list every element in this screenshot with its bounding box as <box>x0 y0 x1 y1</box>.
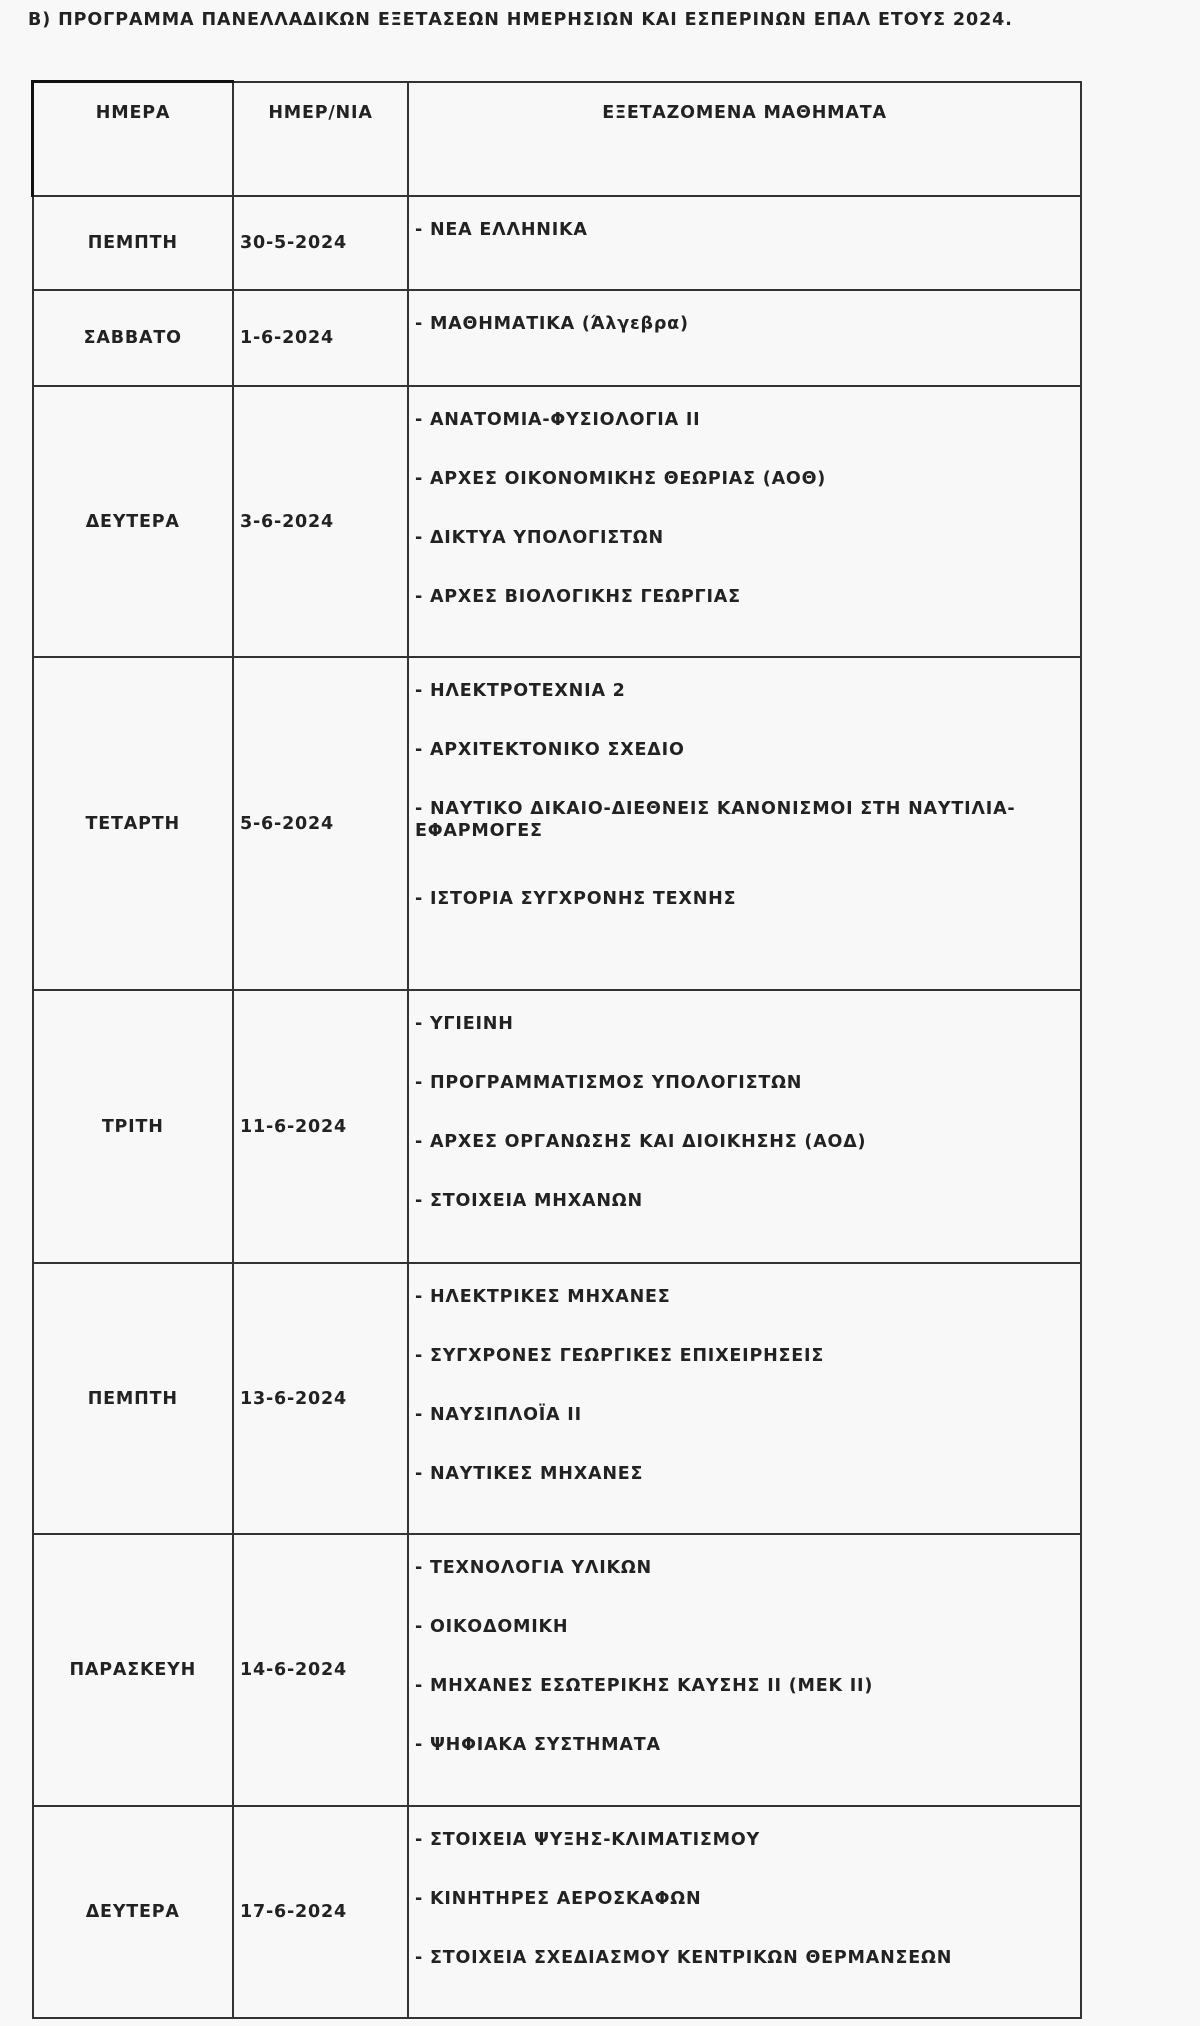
subjects-cell: - ΗΛΕΚΤΡΙΚΕΣ ΜΗΧΑΝΕΣ - ΣΥΓΧΡΟΝΕΣ ΓΕΩΡΓΙΚΕ… <box>407 1262 1082 1535</box>
subject-item: - ΑΡΧΙΤΕΚΤΟΝΙΚΟ ΣΧΕΔΙΟ <box>415 740 685 760</box>
table-row: ΠΕΜΠΤΗ 30-5-2024 - ΝΕΑ ΕΛΛΗΝΙΚΑ <box>31 195 1082 291</box>
table-row: ΔΕΥΤΕΡΑ 17-6-2024- ΣΤΟΙΧΕΙΑ ΨΥΞΗΣ-ΚΛΙΜΑΤΙ… <box>31 1805 1082 2019</box>
subject-item: - ΗΛΕΚΤΡΙΚΕΣ ΜΗΧΑΝΕΣ <box>415 1287 671 1307</box>
subject-item: - ΣΤΟΙΧΕΙΑ ΨΥΞΗΣ-ΚΛΙΜΑΤΙΣΜΟΥ <box>415 1830 761 1850</box>
subject-item: - ΝΑΥΤΙΚΟ ΔΙΚΑΙΟ-ΔΙΕΘΝΕΙΣ ΚΑΝΟΝΙΣΜΟΙ ΣΤΗ… <box>415 799 1016 841</box>
date-cell: 14-6-2024 <box>232 1533 409 1807</box>
subject-item: - ΨΗΦΙΑΚΑ ΣΥΣΤΗΜΑΤΑ <box>415 1735 661 1755</box>
subject-item: - ΣΤΟΙΧΕΙΑ ΜΗΧΑΝΩΝ <box>415 1191 643 1211</box>
day-cell: ΤΡΙΤΗ <box>31 989 234 1264</box>
table-row: ΣΑΒΒΑΤΟ 1-6-2024 - ΜΑΘΗΜΑΤΙΚΑ (Άλγεβρα) <box>31 289 1082 387</box>
header-date: ΗΜΕΡ/ΝΙΑ <box>232 80 409 197</box>
table-row: ΤΕΤΑΡΤΗ 5-6-2024 - ΗΛΕΚΤΡΟΤΕΧΝΙΑ 2 - ΑΡΧΙΤΕ… <box>31 656 1082 991</box>
document-title: Β) ΠΡΟΓΡΑΜΜΑ ΠΑΝΕΛΛΑΔΙΚΩΝ ΕΞΕΤΑΣΕΩΝ ΗΜΕΡ… <box>28 10 1013 30</box>
subject-item: - ΗΛΕΚΤΡΟΤΕΧΝΙΑ 2 <box>415 681 626 701</box>
subject-item: - ΜΗΧΑΝΕΣ ΕΣΩΤΕΡΙΚΗΣ ΚΑΥΣΗΣ ΙΙ (ΜΕΚ ΙΙ) <box>415 1676 874 1696</box>
exam-schedule-table: ΗΜΕΡΑ ΗΜΕΡ/ΝΙΑ ΕΞΕΤΑΖΟΜΕΝΑ ΜΑΘΗΜΑΤΑ ΠΕΜΠ… <box>31 80 1082 2019</box>
subjects-cell: - ΤΕΧΝΟΛΟΓΙΑ ΥΛΙΚΩΝ - ΟΙΚΟΔΟΜΙΚΗ - ΜΗΧΑΝΕΣ… <box>407 1533 1082 1807</box>
subject-item: - ΝΕΑ ΕΛΛΗΝΙΚΑ <box>415 220 588 240</box>
table-header-row: ΗΜΕΡΑ ΗΜΕΡ/ΝΙΑ ΕΞΕΤΑΖΟΜΕΝΑ ΜΑΘΗΜΑΤΑ <box>31 80 1082 197</box>
date-cell: 13-6-2024 <box>232 1262 409 1535</box>
subject-item: - ΙΣΤΟΡΙΑ ΣΥΓΧΡΟΝΗΣ ΤΕΧΝΗΣ <box>415 889 737 909</box>
subject-item: - ΝΑΥΤΙΚΕΣ ΜΗΧΑΝΕΣ <box>415 1464 644 1484</box>
day-cell: ΔΕΥΤΕΡΑ <box>31 1805 234 2019</box>
date-cell: 5-6-2024 <box>232 656 409 991</box>
date-cell: 3-6-2024 <box>232 385 409 658</box>
subject-item: - ΟΙΚΟΔΟΜΙΚΗ <box>415 1617 569 1637</box>
subjects-cell: - ΗΛΕΚΤΡΟΤΕΧΝΙΑ 2 - ΑΡΧΙΤΕΚΤΟΝΙΚΟ ΣΧΕΔΙΟ -… <box>407 656 1082 991</box>
subject-item: - ΣΤΟΙΧΕΙΑ ΣΧΕΔΙΑΣΜΟΥ ΚΕΝΤΡΙΚΩΝ ΘΕΡΜΑΝΣΕ… <box>415 1948 953 1968</box>
table-row: ΠΑΡΑΣΚΕΥΗ 14-6-2024 - ΤΕΧΝΟΛΟΓΙΑ ΥΛΙΚΩΝ - Ο… <box>31 1533 1082 1807</box>
subject-item: - ΑΡΧΕΣ ΒΙΟΛΟΓΙΚΗΣ ΓΕΩΡΓΙΑΣ <box>415 587 741 607</box>
subjects-cell: - ΝΕΑ ΕΛΛΗΝΙΚΑ <box>407 195 1082 291</box>
subjects-cell: - ΜΑΘΗΜΑΤΙΚΑ (Άλγεβρα) <box>407 289 1082 387</box>
table-row: ΠΕΜΠΤΗ 13-6-2024 - ΗΛΕΚΤΡΙΚΕΣ ΜΗΧΑΝΕΣ - ΣΥΓ… <box>31 1262 1082 1535</box>
day-cell: ΠΕΜΠΤΗ <box>31 195 234 291</box>
subjects-cell: - ΑΝΑΤΟΜΙΑ-ΦΥΣΙΟΛΟΓΙΑ ΙΙ - ΑΡΧΕΣ ΟΙΚΟΝΟΜΙ… <box>407 385 1082 658</box>
subjects-cell: - ΣΤΟΙΧΕΙΑ ΨΥΞΗΣ-ΚΛΙΜΑΤΙΣΜΟΥ - ΚΙΝΗΤΗΡΕΣ … <box>407 1805 1082 2019</box>
day-cell: ΤΕΤΑΡΤΗ <box>31 656 234 991</box>
day-cell: ΠΕΜΠΤΗ <box>31 1262 234 1535</box>
table-row: ΤΡΙΤΗ 11-6-2024 - ΥΓΙΕΙΝΗ - ΠΡΟΓΡΑΜΜΑΤΙΣΜΟΣ… <box>31 989 1082 1264</box>
subject-item: - ΥΓΙΕΙΝΗ <box>415 1014 514 1034</box>
day-cell: ΠΑΡΑΣΚΕΥΗ <box>31 1533 234 1807</box>
subject-item: - ΑΡΧΕΣ ΟΙΚΟΝΟΜΙΚΗΣ ΘΕΩΡΙΑΣ (ΑΟΘ) <box>415 469 827 489</box>
subject-item: - ΤΕΧΝΟΛΟΓΙΑ ΥΛΙΚΩΝ <box>415 1558 652 1578</box>
subject-item: - ΔΙΚΤΥΑ ΥΠΟΛΟΓΙΣΤΩΝ <box>415 528 664 548</box>
subject-item: - ΠΡΟΓΡΑΜΜΑΤΙΣΜΟΣ ΥΠΟΛΟΓΙΣΤΩΝ <box>415 1073 803 1093</box>
date-cell: 17-6-2024 <box>232 1805 409 2019</box>
date-cell: 11-6-2024 <box>232 989 409 1264</box>
table-row: ΔΕΥΤΕΡΑ 3-6-2024- ΑΝΑΤΟΜΙΑ-ΦΥΣΙΟΛΟΓΙΑ ΙΙ -… <box>31 385 1082 658</box>
header-subjects: ΕΞΕΤΑΖΟΜΕΝΑ ΜΑΘΗΜΑΤΑ <box>407 80 1082 197</box>
subject-item: - ΜΑΘΗΜΑΤΙΚΑ (Άλγεβρα) <box>415 314 689 334</box>
subject-item: - ΝΑΥΣΙΠΛΟΪΑ ΙΙ <box>415 1405 582 1425</box>
date-cell: 1-6-2024 <box>232 289 409 387</box>
day-cell: ΔΕΥΤΕΡΑ <box>31 385 234 658</box>
subject-item: - ΑΝΑΤΟΜΙΑ-ΦΥΣΙΟΛΟΓΙΑ ΙΙ <box>415 410 701 430</box>
subject-item: - ΣΥΓΧΡΟΝΕΣ ΓΕΩΡΓΙΚΕΣ ΕΠΙΧΕΙΡΗΣΕΙΣ <box>415 1346 825 1366</box>
subject-item: - ΑΡΧΕΣ ΟΡΓΑΝΩΣΗΣ ΚΑΙ ΔΙΟΙΚΗΣΗΣ (ΑΟΔ) <box>415 1132 867 1152</box>
date-cell: 30-5-2024 <box>232 195 409 291</box>
subject-item: - ΚΙΝΗΤΗΡΕΣ ΑΕΡΟΣΚΑΦΩΝ <box>415 1889 702 1909</box>
subjects-cell: - ΥΓΙΕΙΝΗ - ΠΡΟΓΡΑΜΜΑΤΙΣΜΟΣ ΥΠΟΛΟΓΙΣΤΩΝ - … <box>407 989 1082 1264</box>
header-day: ΗΜΕΡΑ <box>31 80 234 197</box>
day-cell: ΣΑΒΒΑΤΟ <box>31 289 234 387</box>
